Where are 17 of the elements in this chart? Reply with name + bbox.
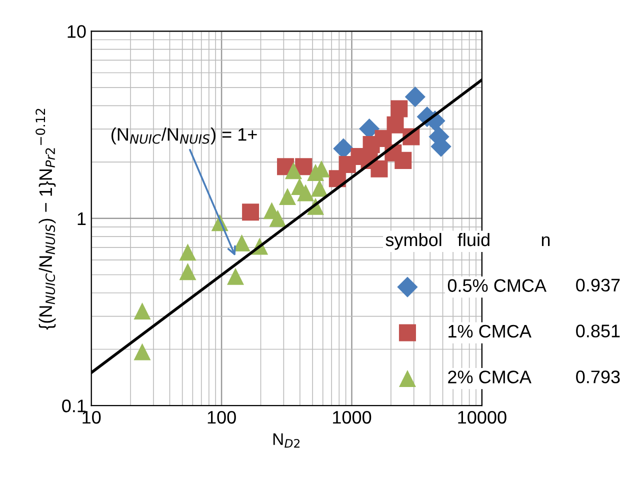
y-axis-title: {(N$_{NUIC}$/N$_{NUIS}$) − 1}N$_{Pr2}$$^{−0.12}$ <box>36 108 56 330</box>
text: 0.937 <box>576 278 620 292</box>
x-tick-label: 100 <box>208 410 236 424</box>
x-tick-label: 10000 <box>458 410 506 424</box>
y-tick-label: 10 <box>68 25 86 38</box>
x-tick-label: 10 <box>82 410 101 424</box>
text: 0.793 <box>576 370 620 384</box>
legend-label: 2% CMCA <box>448 370 532 384</box>
y-tick-label: 1 <box>78 212 86 225</box>
x-tick-label: 1000 <box>333 410 372 424</box>
annotation: (N$_{NUIC}$/N$_{NUIS}$) = 1+ <box>111 128 257 144</box>
legend-label: 1% CMCA <box>448 324 532 338</box>
x-axis-title: N$_{D2}$ <box>273 433 300 448</box>
y-tick-label: 0.1 <box>62 400 86 412</box>
legend-label: 0.5% CMCA <box>448 279 546 292</box>
text: 0.851 <box>576 324 620 338</box>
legend-title: symbol fluid n <box>386 232 550 250</box>
